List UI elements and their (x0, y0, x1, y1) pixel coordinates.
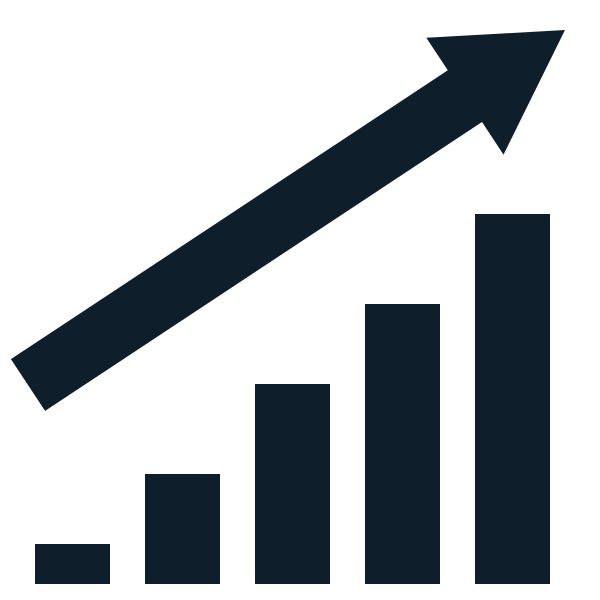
bar (475, 214, 550, 584)
bar (365, 304, 440, 584)
bars-group (35, 214, 550, 584)
bar (145, 474, 220, 584)
growth-chart-icon (0, 0, 600, 600)
bar (35, 544, 110, 584)
bar (255, 384, 330, 584)
